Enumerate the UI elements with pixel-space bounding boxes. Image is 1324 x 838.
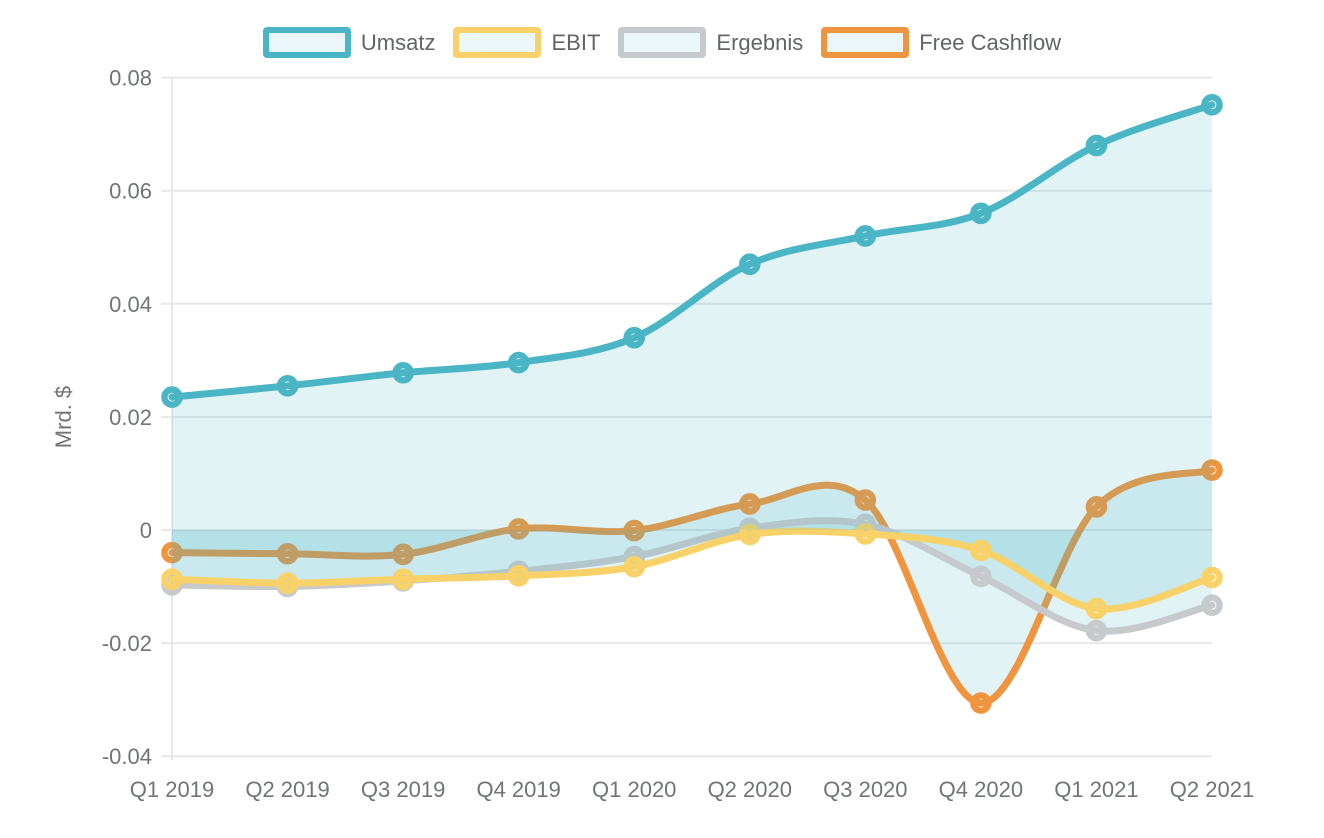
legend-swatch-ebit — [453, 27, 542, 58]
data-point-ebit — [161, 568, 183, 590]
data-point-umsatz — [1201, 93, 1223, 116]
legend-item-umsatz[interactable]: Umsatz — [262, 27, 436, 58]
data-point-free-cashflow — [738, 493, 761, 515]
data-point-ebit — [623, 555, 646, 578]
y-tick-label: 0.04 — [109, 292, 152, 317]
legend-label-umsatz: Umsatz — [360, 29, 436, 55]
data-point-ebit — [854, 523, 877, 545]
x-tick-label: Q1 2021 — [1054, 777, 1138, 802]
series-area-free-cashflow — [172, 470, 1212, 704]
x-tick-label: Q2 2021 — [1170, 777, 1254, 802]
data-point-ebit — [276, 572, 299, 594]
y-tick-label: 0 — [140, 518, 152, 543]
legend-label-free-cashflow: Free Cashflow — [919, 29, 1062, 55]
series-area-ebit — [172, 530, 1212, 610]
x-tick-label: Q3 2020 — [823, 777, 907, 802]
data-point-ebit — [392, 568, 414, 590]
legend-swatch-free-cashflow — [821, 27, 910, 58]
data-point-umsatz — [392, 361, 414, 384]
x-tick-label: Q1 2019 — [130, 777, 214, 802]
data-point-ebit — [507, 565, 530, 587]
x-tick-label: Q2 2020 — [708, 777, 792, 802]
series-line-umsatz — [168, 101, 1216, 401]
legend-label-ergebnis: Ergebnis — [716, 29, 804, 55]
data-point-umsatz — [1085, 134, 1108, 157]
x-tick-label: Q2 2019 — [245, 777, 329, 802]
data-point-free-cashflow — [970, 692, 992, 714]
series-area-umsatz — [172, 104, 1212, 530]
data-point-ebit — [738, 523, 761, 546]
x-tick-label: Q1 2020 — [592, 777, 676, 802]
data-point-ebit — [1085, 597, 1108, 620]
legend-swatch-ergebnis — [618, 27, 707, 58]
data-point-free-cashflow — [1201, 459, 1223, 481]
data-point-free-cashflow — [1085, 496, 1108, 518]
legend-item-ergebnis[interactable]: Ergebnis — [618, 27, 803, 58]
data-point-free-cashflow — [161, 541, 183, 564]
y-tick-label: 0.08 — [109, 66, 152, 91]
y-axis-title: Mrd. $ — [51, 385, 76, 449]
data-point-umsatz — [854, 225, 877, 247]
data-point-free-cashflow — [392, 543, 414, 566]
legend-item-ebit[interactable]: EBIT — [453, 27, 600, 58]
y-tick-label: 0.06 — [109, 179, 152, 204]
data-point-umsatz — [161, 386, 183, 408]
data-point-ebit — [1201, 566, 1223, 589]
data-point-ergebnis — [1201, 594, 1223, 617]
data-point-ebit — [970, 539, 992, 562]
y-tick-label: -0.04 — [102, 744, 152, 769]
data-point-umsatz — [276, 374, 299, 397]
data-point-free-cashflow — [507, 518, 530, 540]
y-tick-label: -0.02 — [102, 631, 152, 656]
chart-legend: Umsatz EBIT Ergebnis Free Cashflow — [0, 27, 1324, 58]
data-point-umsatz — [738, 253, 761, 276]
x-tick-label: Q4 2020 — [939, 777, 1023, 802]
data-point-free-cashflow — [854, 489, 877, 511]
legend-item-free-cashflow[interactable]: Free Cashflow — [821, 27, 1061, 58]
x-tick-label: Q4 2019 — [476, 777, 560, 802]
data-point-ergebnis — [970, 565, 992, 588]
data-point-umsatz — [623, 326, 646, 349]
series-line-ebit — [168, 527, 1216, 613]
data-point-free-cashflow — [623, 519, 646, 542]
data-point-ergebnis — [1085, 619, 1108, 642]
series-area-ergebnis — [172, 520, 1212, 632]
legend-swatch-umsatz — [262, 27, 351, 58]
data-point-umsatz — [970, 202, 992, 225]
x-tick-label: Q3 2019 — [361, 777, 445, 802]
y-tick-label: 0.02 — [109, 405, 152, 430]
data-point-umsatz — [507, 351, 530, 374]
legend-label-ebit: EBIT — [551, 29, 601, 55]
data-point-free-cashflow — [276, 542, 299, 565]
